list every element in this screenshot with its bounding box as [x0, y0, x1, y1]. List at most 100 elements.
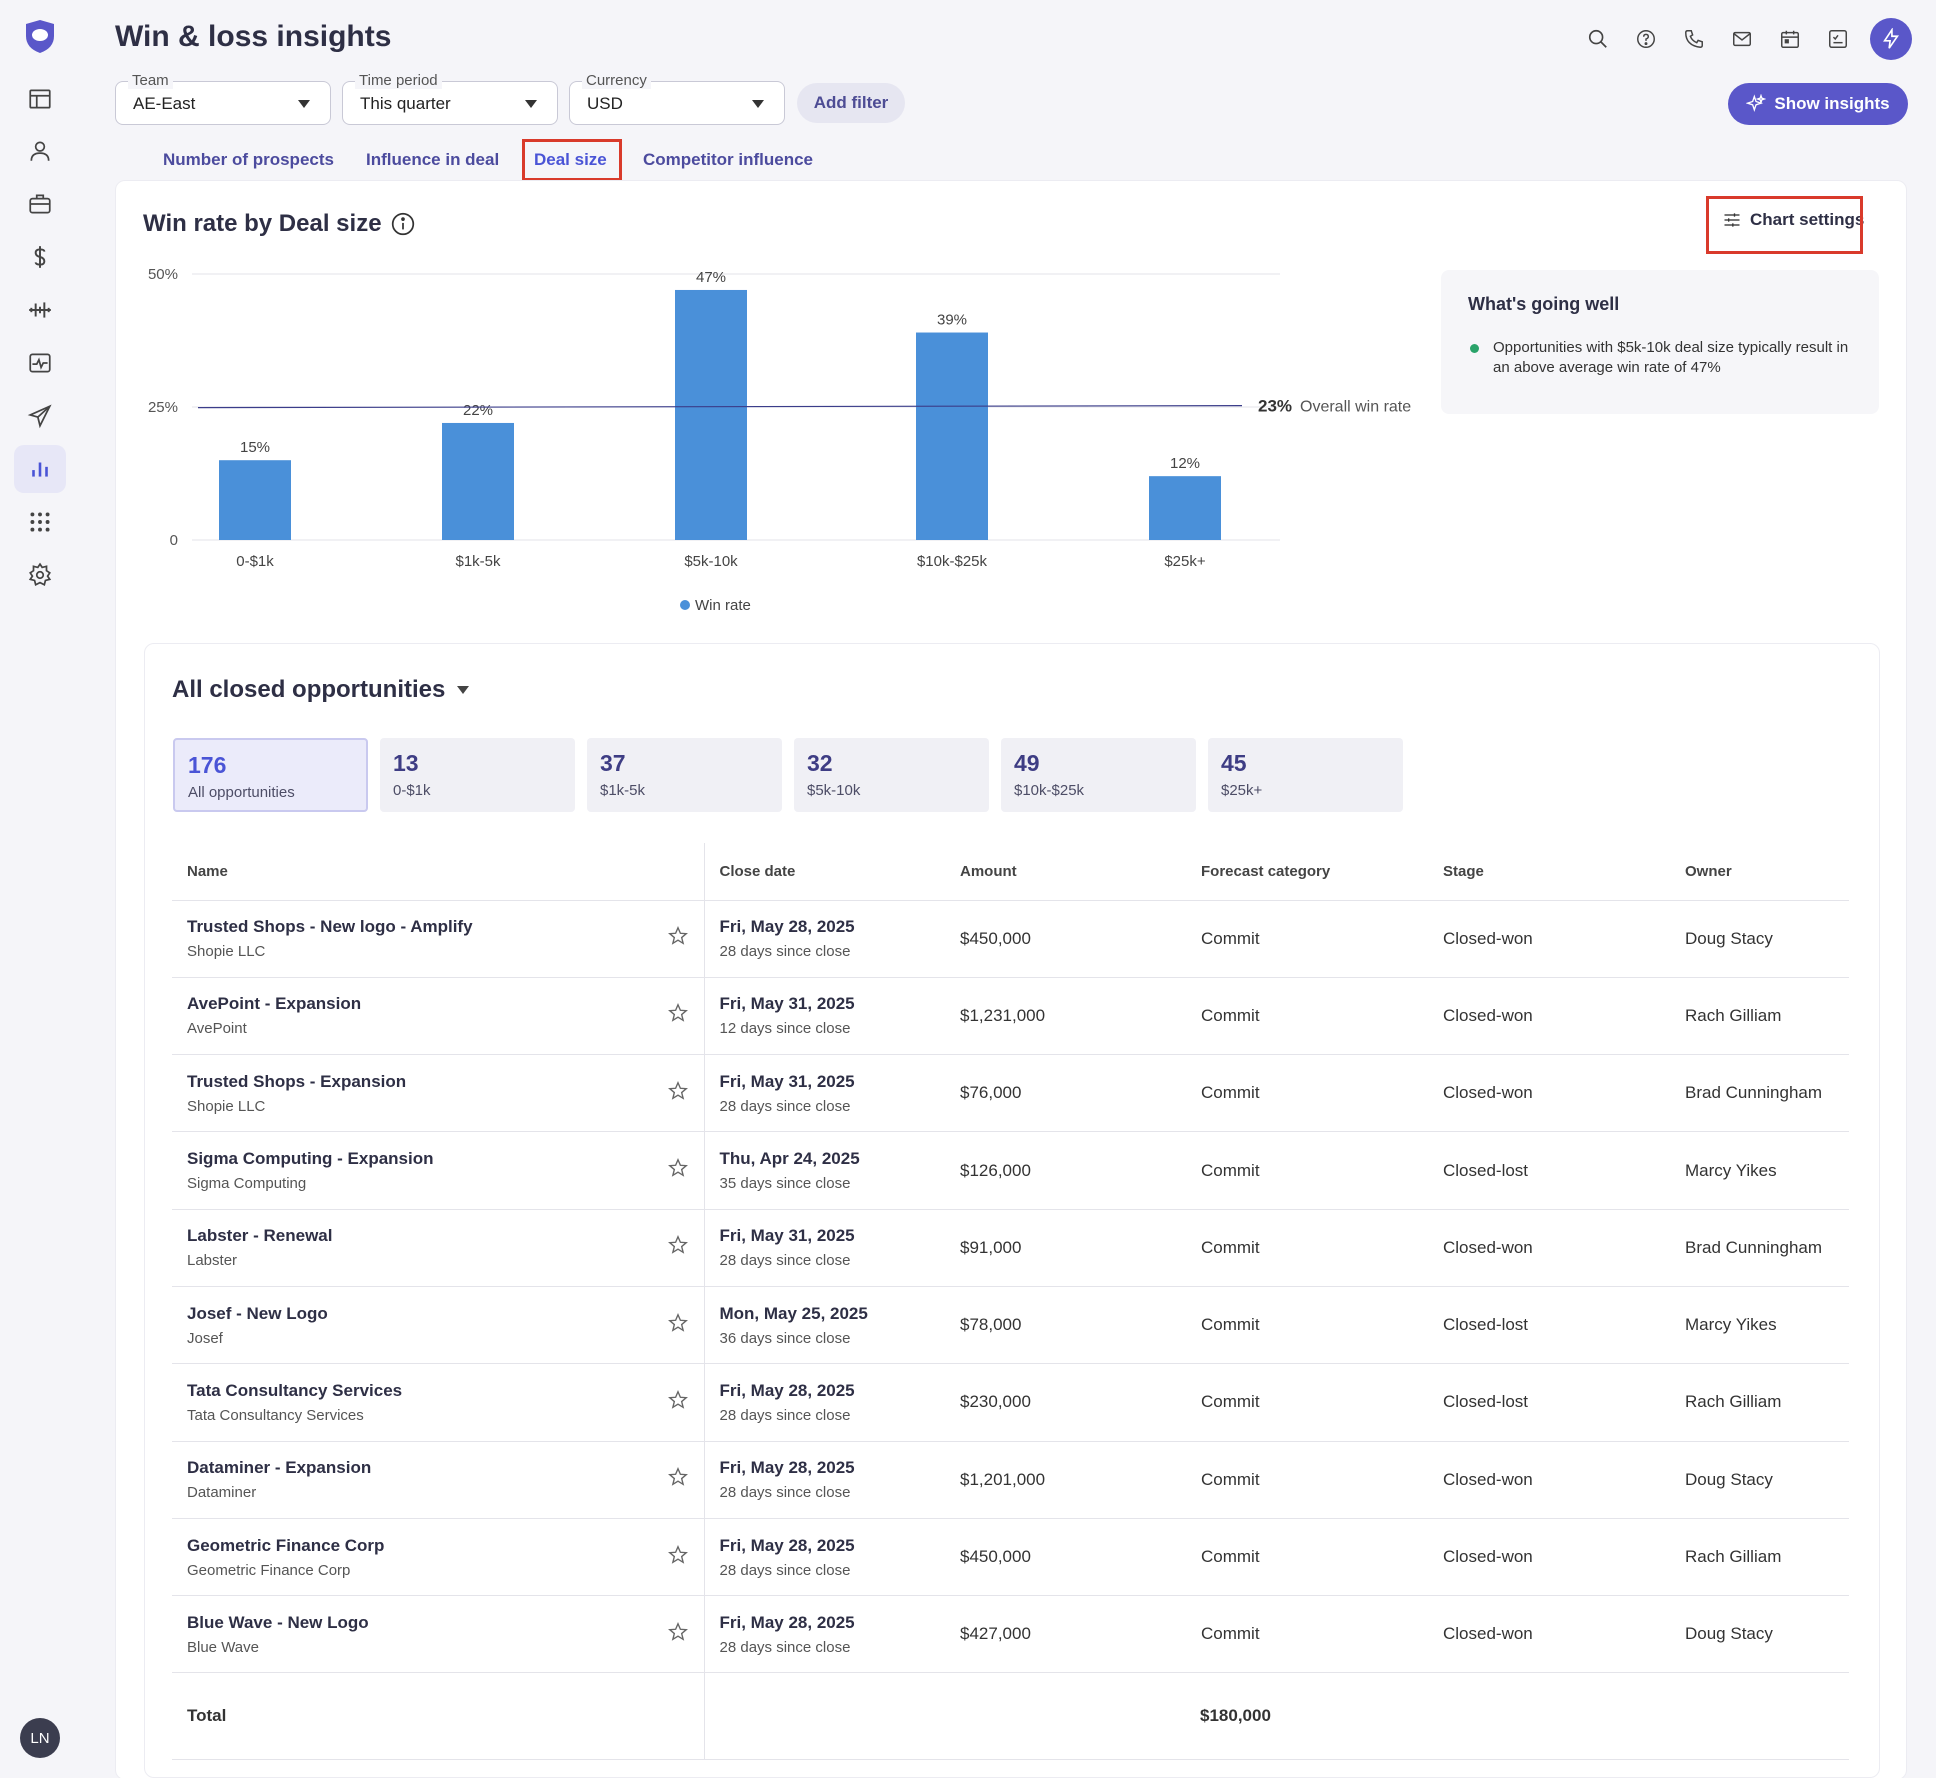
legend-label: Win rate	[695, 597, 751, 614]
help-icon[interactable]	[1630, 23, 1662, 55]
tab-influence-in-deal[interactable]: Influence in deal	[366, 150, 500, 169]
opportunity-name[interactable]: Dataminer - Expansion	[187, 1458, 372, 1478]
opportunity-name[interactable]: Trusted Shops - Expansion	[187, 1071, 407, 1091]
opportunity-name[interactable]: Labster - Renewal	[187, 1226, 333, 1246]
close-date: Fri, May 28, 2025	[719, 917, 855, 937]
phone-icon[interactable]	[1678, 23, 1710, 55]
segment-card[interactable]: 45 $25k+	[1208, 738, 1403, 812]
star-icon[interactable]	[667, 925, 689, 952]
table-row[interactable]: AvePoint - Expansion AvePoint Fri, May 31,…	[172, 977, 1849, 1056]
star-icon[interactable]	[667, 1234, 689, 1261]
total-amount: $180,000	[945, 1672, 1428, 1761]
table-row[interactable]: Labster - Renewal Labster Fri, May 31, 202…	[172, 1209, 1849, 1287]
mail-icon[interactable]	[1726, 23, 1758, 55]
segment-count: 45	[1221, 750, 1247, 776]
opportunity-name[interactable]: Trusted Shops - New logo - Amplify	[187, 917, 473, 937]
show-insights-button[interactable]: Show insights	[1728, 83, 1908, 125]
table-row[interactable]: Dataminer - Expansion Dataminer Fri, May 2…	[172, 1441, 1849, 1519]
segment-label: $25k+	[1221, 782, 1263, 799]
tab-competitor-influence[interactable]: Competitor influence	[643, 150, 814, 169]
opportunities-title[interactable]: All closed opportunities	[172, 676, 470, 704]
segment-label: All opportunities	[188, 784, 295, 801]
tab-deal-size[interactable]: Deal size	[534, 150, 607, 169]
column-header-amount[interactable]: Amount	[945, 843, 1186, 901]
user-avatar[interactable]: LN	[20, 1718, 60, 1758]
table-row[interactable]: Tata Consultancy Services Tata Consultanc…	[172, 1363, 1849, 1442]
page-title: Win & loss insights	[115, 20, 392, 53]
star-icon[interactable]	[667, 1621, 689, 1648]
table-row[interactable]: Geometric Finance Corp Geometric Finance …	[172, 1518, 1849, 1597]
cell-stage: Closed-lost	[1428, 1131, 1670, 1210]
tab-number-of-prospects[interactable]: Number of prospects	[163, 150, 334, 169]
chevron-down-icon	[298, 100, 310, 108]
left-rail: LN	[0, 0, 80, 1778]
opportunity-name[interactable]: Josef - New Logo	[187, 1303, 328, 1323]
cell-close-date: Fri, May 28, 2025 28 days since close	[704, 1363, 945, 1442]
calendar-icon[interactable]	[1774, 23, 1806, 55]
table-row[interactable]: Blue Wave - New Logo Blue Wave Fri, May 28…	[172, 1595, 1849, 1674]
column-header-stage[interactable]: Stage	[1428, 843, 1670, 901]
column-header-close-date[interactable]: Close date	[704, 843, 945, 901]
segment-card[interactable]: 37 $1k-5k	[587, 738, 782, 812]
dollar-icon[interactable]	[14, 233, 66, 281]
star-icon[interactable]	[667, 1080, 689, 1107]
account-name: Tata Consultancy Services	[187, 1406, 364, 1424]
overall-win-rate-label: Overall win rate	[1300, 399, 1411, 416]
table-row[interactable]: Josef - New Logo Josef Mon, May 25, 2025 36…	[172, 1286, 1849, 1365]
lightning-icon[interactable]	[1870, 18, 1912, 60]
table-row[interactable]: Sigma Computing - Expansion Sigma Computi…	[172, 1131, 1849, 1210]
briefcase-icon[interactable]	[14, 180, 66, 228]
segment-card[interactable]: 176 All opportunities	[173, 738, 368, 812]
star-icon[interactable]	[667, 1157, 689, 1184]
segment-card[interactable]: 32 $5k-10k	[794, 738, 989, 812]
table-row[interactable]: Trusted Shops - New logo - Amplify Shopie…	[172, 900, 1849, 978]
waveform-icon[interactable]	[14, 286, 66, 334]
days-since-close: 28 days since close	[719, 1484, 851, 1502]
opportunity-name[interactable]: Blue Wave - New Logo	[187, 1612, 369, 1632]
opportunity-name[interactable]: Geometric Finance Corp	[187, 1535, 385, 1555]
table-row[interactable]: Trusted Shops - Expansion Shopie LLC Fri, …	[172, 1054, 1849, 1133]
tasks-icon[interactable]	[1822, 23, 1854, 55]
settings-gear-icon[interactable]	[14, 551, 66, 599]
opportunity-name[interactable]: Sigma Computing - Expansion	[187, 1149, 434, 1169]
opportunity-name[interactable]: AvePoint - Expansion	[187, 994, 362, 1014]
time-period-filter-label: Time period	[355, 72, 442, 89]
time-period-filter[interactable]: Time period This quarter	[342, 72, 558, 125]
cell-name: Geometric Finance Corp Geometric Finance …	[172, 1518, 705, 1597]
cell-name: Blue Wave - New Logo Blue Wave	[172, 1595, 705, 1674]
column-header-forecast-category[interactable]: Forecast category	[1186, 843, 1428, 901]
segment-card[interactable]: 13 0-$1k	[380, 738, 575, 812]
app-logo-icon[interactable]	[20, 16, 60, 56]
currency-filter[interactable]: Currency USD	[569, 72, 785, 125]
column-header-owner[interactable]: Owner	[1670, 843, 1849, 901]
cell-name: Trusted Shops - Expansion Shopie LLC	[172, 1054, 705, 1133]
close-date: Fri, May 28, 2025	[719, 1535, 855, 1555]
dashboard-icon[interactable]	[14, 75, 66, 123]
search-icon[interactable]	[1582, 23, 1614, 55]
team-filter[interactable]: Team AE-East	[115, 72, 331, 125]
segment-card[interactable]: 49 $10k-$25k	[1001, 738, 1196, 812]
cell-stage: Closed-won	[1428, 1518, 1670, 1597]
cell-empty	[704, 1672, 945, 1761]
column-header-name[interactable]: Name	[172, 843, 705, 901]
star-icon[interactable]	[667, 1544, 689, 1571]
info-icon[interactable]	[390, 211, 416, 237]
star-icon[interactable]	[667, 1389, 689, 1416]
apps-grid-icon[interactable]	[14, 498, 66, 546]
star-icon[interactable]	[667, 1002, 689, 1029]
cell-amount: $126,000	[945, 1131, 1186, 1210]
bar	[442, 422, 514, 540]
activity-icon[interactable]	[14, 339, 66, 387]
send-icon[interactable]	[14, 392, 66, 440]
opportunity-name[interactable]: Tata Consultancy Services	[187, 1380, 403, 1400]
add-filter-button[interactable]: Add filter	[797, 83, 905, 123]
chart-settings-button[interactable]: Chart settings	[1722, 210, 1864, 230]
person-icon[interactable]	[14, 127, 66, 175]
analytics-icon[interactable]	[14, 445, 66, 493]
star-icon[interactable]	[667, 1466, 689, 1493]
win-rate-bar-chart: 0 25% 50% 15% 0-$1k 22% $1k-5k 47% $5k-10k 39% $10…	[148, 266, 1411, 614]
cell-amount: $450,000	[945, 1518, 1186, 1597]
bar-value-label: 22%	[463, 402, 493, 419]
y-tick-label: 0	[170, 532, 178, 549]
star-icon[interactable]	[667, 1312, 689, 1339]
